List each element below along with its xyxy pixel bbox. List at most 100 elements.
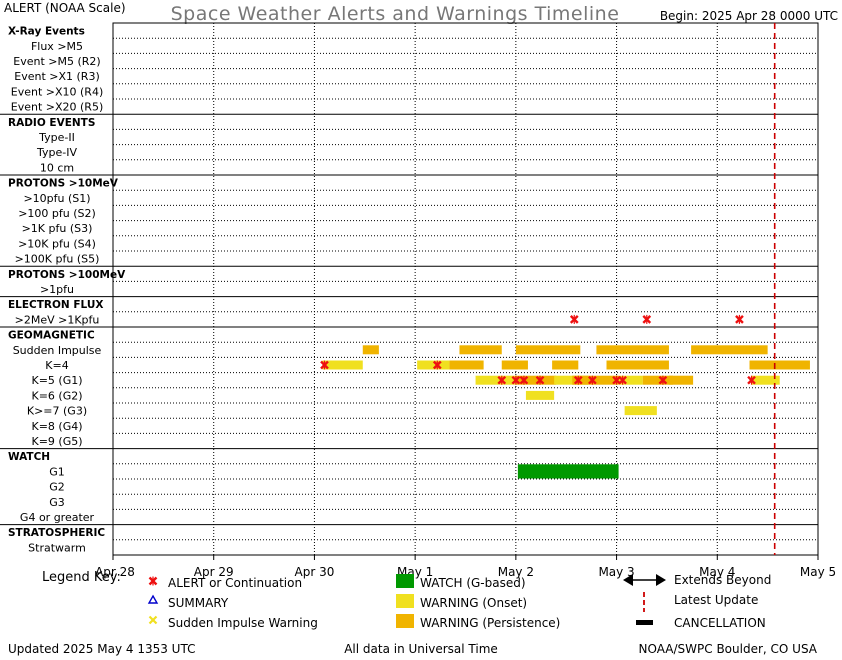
row-label: Stratwarm <box>28 541 86 554</box>
alert-marker <box>642 314 652 324</box>
alert-marker <box>658 375 668 385</box>
row-label: Event >X10 (R4) <box>11 85 103 98</box>
section-header-label: PROTONS >10MeV <box>8 178 119 190</box>
bar-warning-persist <box>592 375 619 385</box>
row-label: >1pfu <box>40 283 74 296</box>
legend-sudden-icon <box>148 615 158 625</box>
legend-extends-beyond: Extends Beyond <box>623 573 771 587</box>
bar-warning-persist <box>552 360 579 370</box>
bar-warning-onset <box>417 360 450 370</box>
row-label: G1 <box>49 465 65 478</box>
section-header-label: STRATOSPHERIC <box>8 527 105 539</box>
alert-marker <box>511 375 521 385</box>
section-header-label: ELECTRON FLUX <box>8 299 103 311</box>
x-tick-label: Apr 28 <box>95 565 135 579</box>
grid-layer <box>0 22 819 556</box>
row-label: Sudden Impulse <box>13 344 102 357</box>
bar-warning-persist <box>362 345 379 355</box>
row-label: Type-IV <box>36 146 77 159</box>
row-label: Type-II <box>38 131 75 144</box>
bar-warning-persist <box>515 345 581 355</box>
legend-summary: SUMMARY <box>147 594 229 610</box>
alert-marker <box>573 375 583 385</box>
row-label: 10 cm <box>40 161 74 174</box>
legend-sudden-label: Sudden Impulse Warning <box>168 616 318 630</box>
legend-cancellation-label: CANCELLATION <box>674 616 766 630</box>
bar-warning-persist <box>449 360 484 370</box>
legend-watch-label: WATCH (G-based) <box>420 576 526 590</box>
legend-summary-label: SUMMARY <box>168 596 229 610</box>
legend-warning-onset-label: WARNING (Onset) <box>420 596 527 610</box>
alert-marker <box>735 314 744 324</box>
row-label: Event >M5 (R2) <box>13 55 100 68</box>
row-label: >1K pfu (S3) <box>22 222 93 235</box>
updated-timestamp: Updated 2025 May 4 1353 UTC <box>8 642 195 656</box>
legend-warning-onset-swatch <box>396 594 414 608</box>
row-label: >100 pfu (S2) <box>18 207 96 220</box>
bar-warning-onset <box>751 375 780 385</box>
bar-warning-persist <box>596 345 669 355</box>
bar-warning-onset <box>618 375 643 385</box>
extends-beyond-arrows-icon <box>623 574 666 586</box>
universal-time-note: All data in Universal Time <box>344 642 498 656</box>
section-header-label: X-Ray Events <box>8 26 85 38</box>
corner-label: ALERT (NOAA Scale) <box>4 1 126 15</box>
row-label: G2 <box>49 481 65 494</box>
row-label: K=6 (G2) <box>31 389 82 402</box>
legend: Legend Key: ALERT or Continuation SUMMAR… <box>42 570 771 630</box>
bar-warning-persist <box>606 360 669 370</box>
row-label: >2MeV >1Kpfu <box>15 313 100 326</box>
legend-title: Legend Key: <box>42 570 121 585</box>
legend-latest-update: Latest Update <box>643 592 758 612</box>
section-header-label: RADIO EVENTS <box>8 117 95 129</box>
legend-cancellation: CANCELLATION <box>636 616 766 630</box>
legend-watch-swatch <box>396 574 414 588</box>
x-tick-label: Apr 29 <box>194 565 234 579</box>
x-tick-label: May 3 <box>598 565 634 579</box>
row-label: G3 <box>49 496 65 509</box>
row-label: K=5 (G1) <box>31 374 82 387</box>
bar-warning-onset <box>475 375 516 385</box>
legend-extends-beyond-label: Extends Beyond <box>674 573 771 587</box>
bar-warning-persist <box>501 360 528 370</box>
plot-border <box>112 22 819 556</box>
x-tick-label: Apr 30 <box>295 565 335 579</box>
row-label: K=8 (G4) <box>31 420 82 433</box>
bar-warning-persist <box>515 375 557 385</box>
legend-alert-label: ALERT or Continuation <box>168 576 302 590</box>
bar-warning-persist <box>749 360 810 370</box>
row-label: Flux >M5 <box>31 40 83 53</box>
bar-warning-onset <box>554 375 589 385</box>
legend-warning-persistence-label: WARNING (Persistence) <box>420 616 560 630</box>
bar-warning-onset <box>624 406 657 416</box>
x-tick-label: May 2 <box>498 565 534 579</box>
legend-watch: WATCH (G-based) <box>396 574 526 590</box>
credit-line: NOAA/SWPC Boulder, CO USA <box>639 642 818 656</box>
legend-alert: ALERT or Continuation <box>148 576 302 590</box>
legend-latest-update-label: Latest Update <box>674 593 758 607</box>
alert-marker <box>535 375 545 385</box>
legend-warning-onset: WARNING (Onset) <box>396 594 527 610</box>
row-label: K>=7 (G3) <box>27 405 87 418</box>
bar-warning-persist <box>691 345 768 355</box>
bar-warning-persist <box>572 375 593 385</box>
section-header-label: WATCH <box>8 451 50 463</box>
bar-warning-onset <box>525 390 555 400</box>
legend-warning-persistence: WARNING (Persistence) <box>396 614 560 630</box>
row-label: K=9 (G5) <box>31 435 82 448</box>
row-labels: X-Ray Events Flux >M5 Event >M5 (R2) Event … <box>8 26 126 555</box>
row-label: Event >X1 (R3) <box>14 70 99 83</box>
x-tick-label: May 5 <box>800 565 836 579</box>
bar-warning-persist <box>668 375 694 385</box>
legend-alert-icon <box>148 576 158 586</box>
alert-marker <box>747 375 756 385</box>
bar-warning-onset <box>322 360 363 370</box>
alert-marker <box>588 375 597 385</box>
legend-warning-persistence-swatch <box>396 614 414 628</box>
markers-layer <box>320 23 776 555</box>
x-tick-label: May 4 <box>699 565 735 579</box>
legend-summary-icon <box>147 594 159 604</box>
row-label: >100K pfu (S5) <box>15 253 100 266</box>
